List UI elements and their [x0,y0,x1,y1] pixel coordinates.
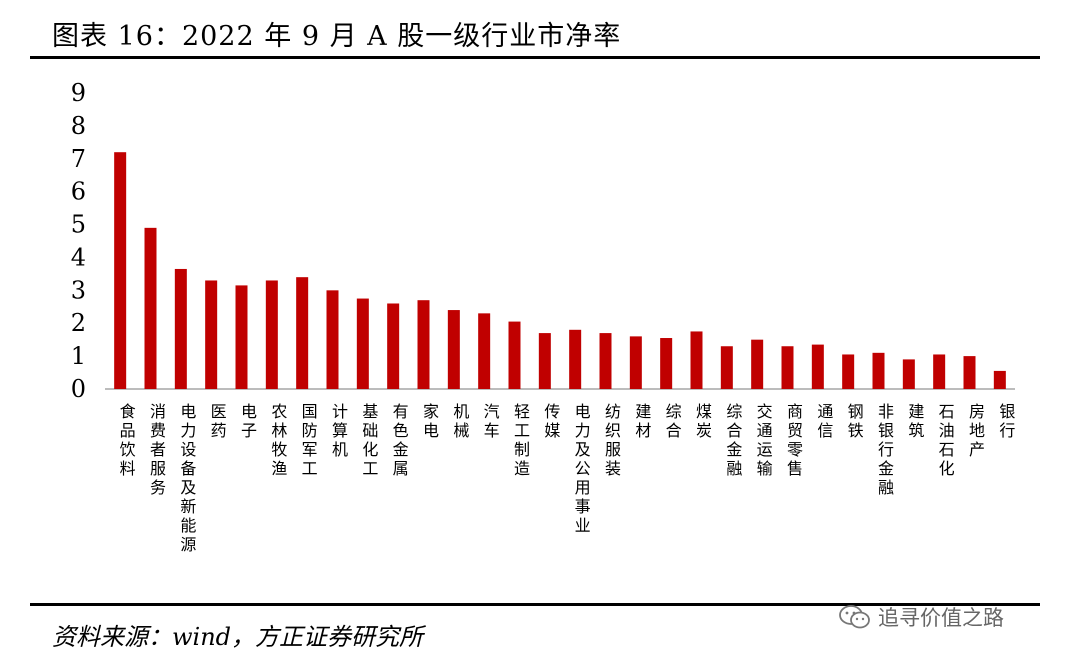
bar [690,331,703,389]
y-tick-label: 5 [71,211,86,239]
bar [417,300,430,389]
wechat-icon [839,605,870,629]
category-labels: 食品饮料 消费者服务 电力设备及新能源 医药 电子 农林牧渔 国防军工 计算机 基础化工 有色金属… [117,403,1016,555]
y-tick-label: 8 [71,112,86,140]
bar [538,333,551,389]
bar [508,321,521,389]
bar-chart: 0 1 2 3 4 5 6 7 8 9 食品饮料 消费者服务 电力设备及新能源 医药 电子 农林牧渔 国防军工… [71,79,1016,555]
y-tick-label: 6 [71,178,86,206]
bar [872,352,885,389]
category-label: 电力及公用事业 [572,403,591,536]
bar [751,339,764,389]
bar [356,298,369,389]
bar [447,310,460,389]
bar [842,354,855,389]
category-label: 商贸零售 [784,403,803,479]
category-label: 农林牧渔 [268,403,287,479]
watermark: 追寻价值之路 [838,600,1048,634]
top-rule [30,56,1040,59]
category-label: 房地产 [966,403,985,460]
category-label: 电力设备及新能源 [177,403,196,555]
bar [387,303,400,389]
category-label: 传媒 [541,403,560,441]
category-label: 通信 [814,403,833,441]
y-tick-label: 7 [71,145,86,173]
bar [993,370,1006,389]
category-label: 轻工制造 [511,403,530,479]
category-label: 交通运输 [754,403,773,479]
bar [265,280,278,389]
y-tick-label: 9 [71,79,86,107]
bottom-rule [30,603,1040,606]
bar [629,336,642,389]
category-label: 非银行金融 [875,403,894,498]
category-label: 消费者服务 [147,403,166,498]
y-tick-label: 0 [71,375,86,403]
category-label: 电子 [238,403,257,441]
bar [599,333,612,389]
bars [114,152,1006,389]
category-label: 家电 [420,403,439,441]
bar [296,277,309,389]
y-tick-label: 4 [71,243,86,271]
bar [144,227,157,389]
category-label: 食品饮料 [117,403,136,479]
source-note: 资料来源：wind，方正证券研究所 [52,623,424,651]
category-label: 石油石化 [936,403,955,479]
category-label: 建材 [632,403,651,441]
category-label: 综合 [663,403,682,441]
bar [963,356,976,389]
category-label: 医药 [208,403,227,441]
category-label: 计算机 [329,403,348,460]
category-label: 银行 [996,403,1015,441]
category-label: 钢铁 [845,403,864,441]
bar [933,354,946,389]
category-label: 基础化工 [359,403,378,479]
bar [326,290,339,389]
category-label: 有色金属 [390,403,409,479]
bar [902,359,915,389]
category-label: 纺织服装 [602,403,621,479]
bar [781,346,794,389]
bar [114,152,127,389]
bar [235,285,248,389]
category-label: 机械 [450,403,469,441]
bar [811,344,824,389]
y-tick-label: 2 [71,309,86,337]
y-tick-label: 3 [71,276,86,304]
bar [478,313,491,389]
bar [205,280,218,389]
category-label: 煤炭 [693,403,712,441]
category-label: 综合金融 [723,403,742,479]
category-label: 国防军工 [299,403,318,479]
watermark-text: 追寻价值之路 [878,606,1004,630]
y-axis-ticks: 0 1 2 3 4 5 6 7 8 9 [71,79,86,403]
y-tick-label: 1 [71,342,86,370]
category-label: 建筑 [905,403,924,441]
category-label: 汽车 [481,403,500,441]
bar [720,346,733,389]
bar [174,268,187,389]
bar [569,329,582,389]
chart-title: 图表 16：2022 年 9 月 A 股一级行业市净率 [52,21,622,52]
bar [660,338,673,389]
